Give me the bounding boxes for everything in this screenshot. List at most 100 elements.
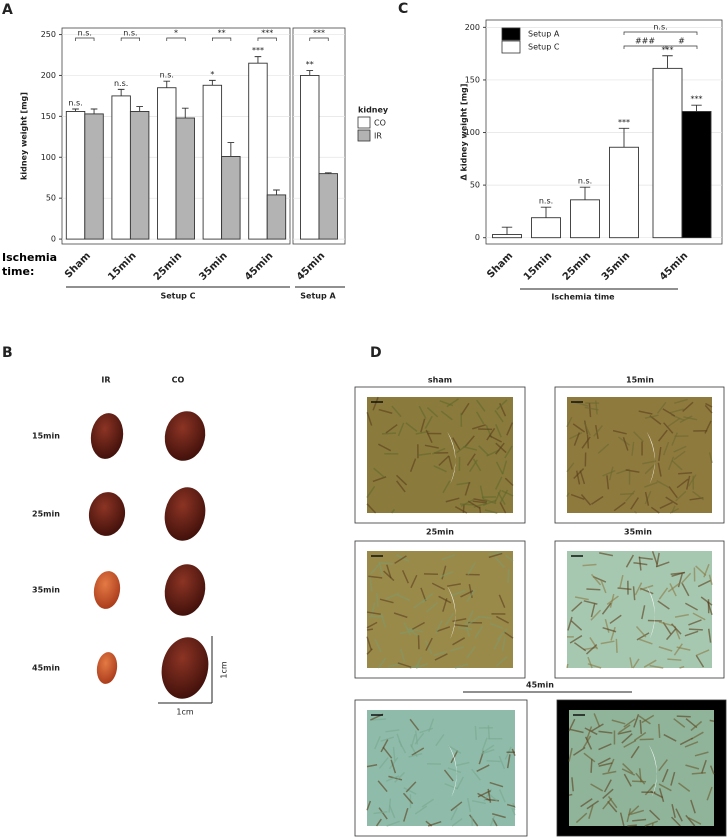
tissue-texture <box>633 510 638 514</box>
tissue-texture <box>639 719 643 734</box>
tissue-texture <box>678 782 691 792</box>
tissue-texture <box>631 441 635 456</box>
tissue-texture <box>453 623 468 627</box>
tissue-texture <box>622 762 634 774</box>
tissue-texture <box>573 746 586 756</box>
image-title: 35min <box>624 528 652 537</box>
tissue-texture <box>639 584 654 591</box>
tissue-texture <box>644 820 659 827</box>
tissue-texture <box>685 814 696 827</box>
tissue-texture <box>438 595 452 604</box>
tissue-texture <box>454 506 468 514</box>
tissue-texture <box>649 809 661 821</box>
tissue-texture <box>586 434 590 449</box>
tissue-texture <box>590 603 596 618</box>
tissue-texture <box>658 759 668 772</box>
tissue-texture <box>443 769 454 782</box>
tissue-texture <box>611 719 626 725</box>
tissue-texture <box>481 744 495 754</box>
tissue-texture <box>658 446 662 461</box>
tissue-texture <box>590 573 602 586</box>
tissue-texture <box>619 574 624 589</box>
tissue-texture <box>599 552 614 557</box>
tissue-texture <box>460 402 470 416</box>
tissue-texture <box>625 490 636 502</box>
tissue-texture <box>373 810 388 815</box>
tissue-texture <box>378 408 393 414</box>
tissue-texture <box>414 730 419 745</box>
significance-label: n.s. <box>114 79 128 88</box>
tissue-texture <box>386 564 392 579</box>
tissue-texture <box>644 463 656 475</box>
tissue-texture <box>455 761 470 767</box>
tissue-texture <box>374 638 382 653</box>
tissue-texture <box>496 399 508 411</box>
tissue-texture <box>495 476 503 490</box>
tissue-texture <box>705 402 713 408</box>
tissue-texture <box>575 470 581 485</box>
tissue-texture <box>446 583 461 587</box>
x-tick-label: 15min <box>522 250 554 282</box>
tissue-texture <box>366 764 378 768</box>
y-tick-label: 0 <box>51 235 56 244</box>
legend-label: IR <box>374 132 382 141</box>
micrograph <box>367 710 515 826</box>
legend-label: Setup C <box>528 43 560 52</box>
bar <box>266 194 287 240</box>
tissue-texture <box>570 620 583 631</box>
tissue-texture <box>676 715 691 718</box>
tissue-texture <box>480 748 495 755</box>
tissue-texture <box>501 460 508 475</box>
tissue-texture <box>504 746 512 760</box>
tissue-texture <box>495 423 502 438</box>
x-tick-label: 35min <box>197 250 229 282</box>
tissue-texture <box>625 554 635 568</box>
tissue-texture <box>411 747 425 756</box>
tissue-texture <box>396 593 411 602</box>
y-tick-label: 200 <box>465 23 480 32</box>
tissue-texture <box>448 745 462 754</box>
tissue-texture <box>505 554 514 562</box>
tissue-texture <box>584 406 599 411</box>
tissue-texture <box>478 445 490 457</box>
tissue-texture <box>692 490 705 501</box>
tissue-texture <box>571 777 574 792</box>
y-axis-title: Δ kidney weight [mg] <box>460 84 469 181</box>
tissue-texture <box>474 725 477 740</box>
tissue-texture <box>582 735 592 749</box>
tissue-texture <box>677 573 683 588</box>
tissue-texture <box>415 656 422 669</box>
tissue-texture <box>427 820 442 827</box>
tissue-texture <box>566 462 575 473</box>
tissue-texture <box>623 773 632 787</box>
tissue-texture <box>687 474 697 487</box>
tissue-texture <box>663 422 674 434</box>
tissue-texture <box>644 414 659 419</box>
tissue-texture <box>474 625 484 639</box>
tissue-texture <box>659 501 673 510</box>
tissue-texture <box>706 786 713 801</box>
tissue-texture <box>380 739 389 753</box>
bar <box>84 113 104 240</box>
tissue-texture <box>635 626 647 638</box>
comparison-label: n.s. <box>123 29 137 38</box>
tissue-texture <box>450 801 463 812</box>
x-tick-label: Sham <box>63 250 93 280</box>
tissue-texture <box>473 498 488 503</box>
y-tick-label: 50 <box>46 194 56 203</box>
tissue-texture <box>583 600 598 605</box>
tissue-texture <box>569 634 583 644</box>
tissue-texture <box>476 411 485 425</box>
tissue-texture <box>590 758 593 773</box>
tissue-texture <box>671 505 676 514</box>
comparison-label: n.s. <box>653 23 667 32</box>
tissue-texture <box>658 646 673 652</box>
tissue-texture <box>456 776 465 790</box>
tissue-texture <box>432 447 446 455</box>
tissue-texture <box>378 807 388 820</box>
tissue-texture <box>388 757 399 770</box>
tissue-texture <box>403 622 412 636</box>
tissue-texture <box>621 733 633 744</box>
tissue-texture <box>379 598 394 604</box>
legend-swatch <box>501 27 521 41</box>
